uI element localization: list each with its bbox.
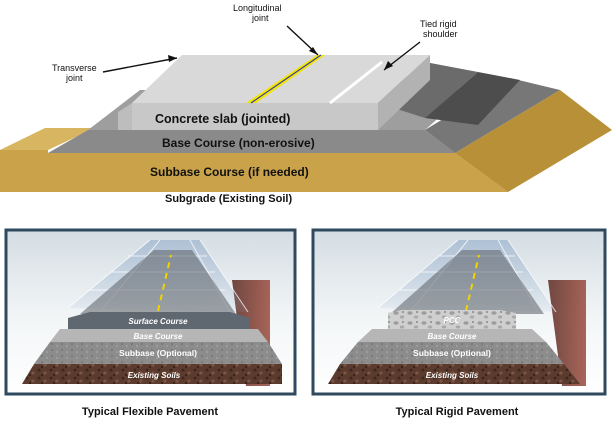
- slab-right: [378, 55, 430, 130]
- slab-top: [132, 55, 430, 103]
- flexible-pavement-panel: Surface Course Base Course Subbase (Opti…: [4, 228, 297, 418]
- flexible-caption: Typical Flexible Pavement: [82, 406, 218, 418]
- label-longitudinal-2: joint: [251, 13, 269, 23]
- rigid-side-shade: [548, 280, 586, 386]
- base-layer-front: [48, 130, 455, 153]
- shoulder-joint-line: [329, 60, 383, 105]
- shoulder-leader-arrow: [384, 61, 393, 70]
- rigid-label-subbase: Subbase (Optional): [413, 348, 491, 358]
- flexible-label-base: Base Course: [134, 332, 183, 341]
- label-subgrade: Subgrade (Existing Soil): [165, 193, 292, 205]
- shoulder-right: [425, 72, 520, 125]
- flexible-road-surface: [80, 250, 236, 314]
- flexible-label-soils: Existing Soils: [128, 371, 181, 380]
- slab-left-edge: [118, 103, 132, 130]
- rigid-label-soils: Existing Soils: [426, 371, 479, 380]
- rigid-subbase: [340, 342, 564, 364]
- rigid-pavement-panel: PCC Base Course Subbase (Optional) Exist…: [311, 228, 607, 418]
- longitudinal-leader-arrow: [309, 47, 318, 55]
- rigid-pcc-slab: [388, 310, 516, 329]
- rigid-label-pcc: PCC: [444, 316, 461, 325]
- label-transverse-1: Transverse: [52, 63, 97, 73]
- transverse-leader: [102, 57, 178, 73]
- rigid-label-base: Base Course: [428, 332, 477, 341]
- transverse-leader-arrow: [168, 55, 177, 62]
- rigid-existing-soils: [328, 364, 580, 384]
- subbase-layer-left: [0, 128, 95, 150]
- flexible-existing-soils: [22, 364, 282, 384]
- flexible-surface-course: [68, 312, 250, 329]
- rigid-road-surface: [390, 250, 544, 314]
- label-tied-2: shoulder: [423, 29, 458, 39]
- label-longitudinal-1: Longitudinal: [233, 3, 282, 13]
- flexible-label-subbase: Subbase (Optional): [119, 348, 197, 358]
- label-subbase: Subbase Course (if needed): [150, 165, 309, 179]
- flexible-subbase: [34, 342, 282, 364]
- longitudinal-joint-center: [250, 54, 322, 104]
- rigid-centerline: [465, 254, 480, 312]
- base-layer-right: [425, 78, 560, 153]
- flexible-base-course: [50, 329, 268, 342]
- slab-front: [132, 103, 378, 130]
- label-slab: Concrete slab (jointed): [155, 112, 290, 126]
- subbase-layer-front: [0, 150, 508, 192]
- rigid-base-course: [358, 329, 546, 342]
- label-transverse-2: joint: [65, 73, 83, 83]
- rigid-caption: Typical Rigid Pavement: [396, 406, 519, 418]
- subbase-layer-right: [455, 90, 612, 192]
- top-pavement-section: Longitudinal joint Tied rigid shoulder T…: [0, 3, 612, 205]
- label-base: Base Course (non-erosive): [162, 136, 315, 150]
- flexible-centerline: [157, 254, 172, 312]
- flexible-label-surface: Surface Course: [128, 317, 188, 326]
- label-tied-1: Tied rigid: [420, 19, 457, 29]
